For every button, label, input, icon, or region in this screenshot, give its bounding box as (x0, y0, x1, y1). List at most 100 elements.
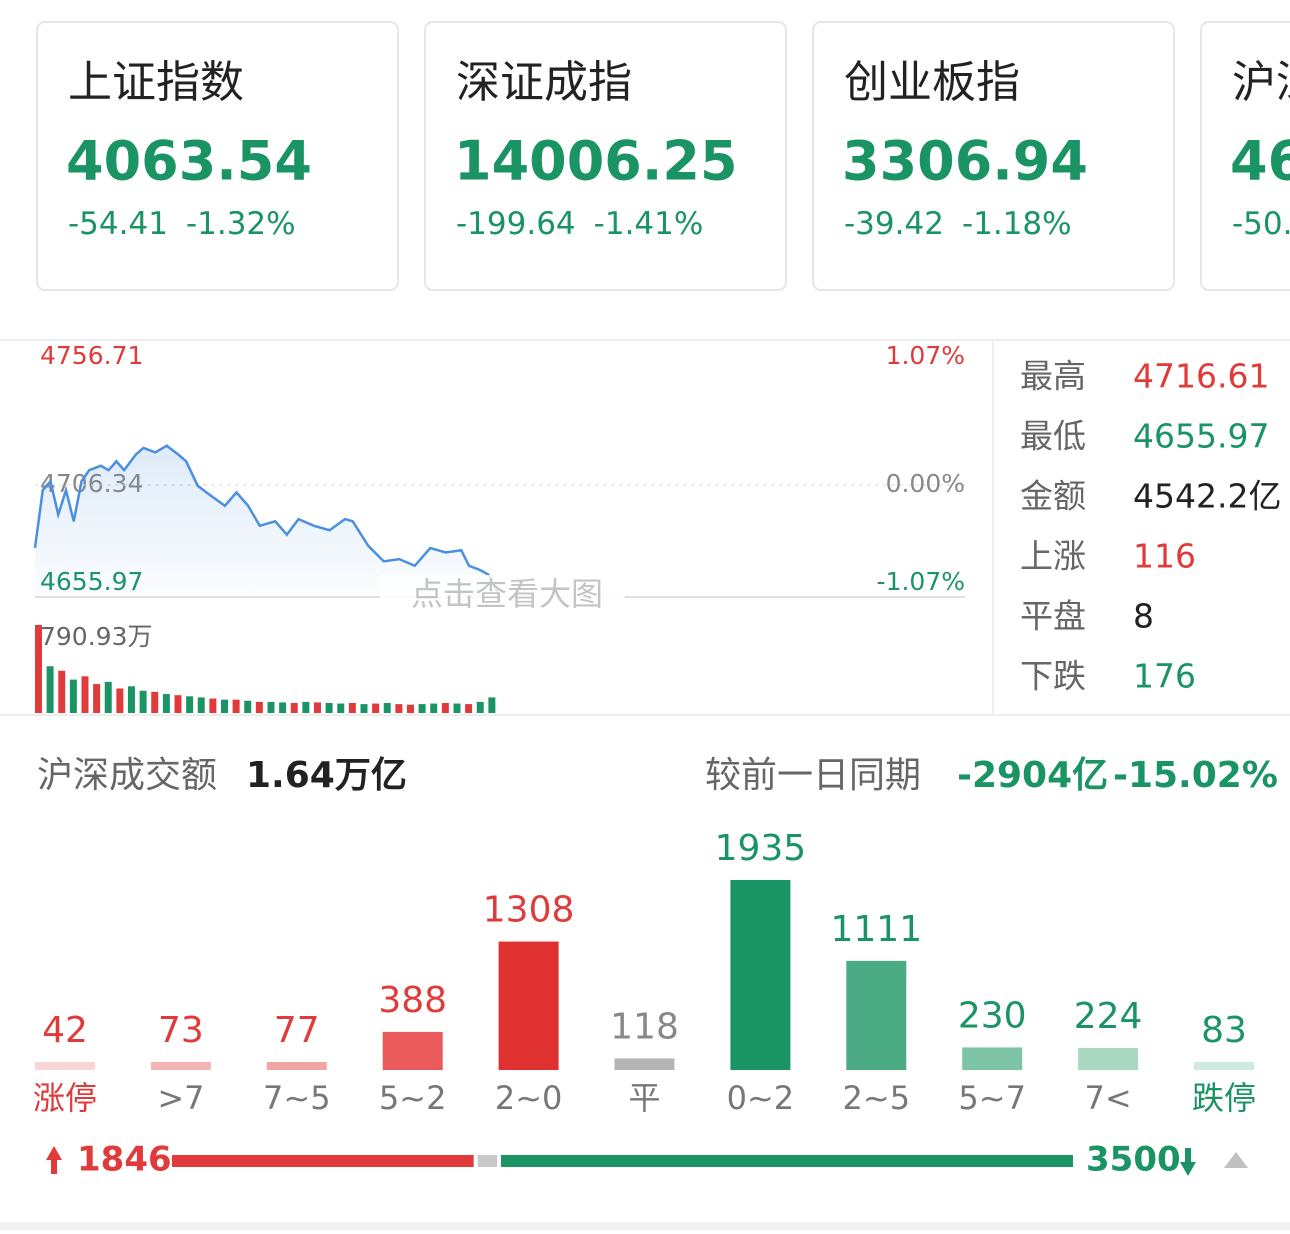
index-name: 创业板指 (844, 57, 1020, 108)
volume-bar (360, 704, 368, 713)
volume-bar (383, 702, 391, 713)
bar (730, 880, 791, 1070)
volume-bar (395, 704, 403, 713)
value-label: 1308 (483, 890, 575, 931)
volume-bar (255, 701, 263, 713)
area (35, 445, 500, 597)
index-price: 46 (1230, 130, 1290, 193)
stat-label: 最高 (1020, 357, 1086, 396)
bar (962, 1047, 1023, 1070)
index-name: 沪深 (1232, 57, 1290, 108)
value-label: 224 (1074, 996, 1143, 1037)
value-label: 83 (1201, 1010, 1247, 1051)
compare-label: 较前一日同期 (705, 755, 921, 796)
index-card[interactable] (1200, 21, 1290, 291)
volume-bar (209, 698, 217, 713)
volume-bar (441, 702, 449, 713)
volume-bar (174, 695, 182, 713)
change-pct: -1.18% (962, 206, 1072, 242)
down-arrow (1180, 1148, 1196, 1176)
volume-bar (186, 696, 194, 713)
turnover-value: 1.64万亿 (246, 755, 407, 796)
change-value: -39.42 (844, 206, 944, 242)
index-change: -54.41 -1.32% (68, 206, 296, 242)
bar (614, 1058, 675, 1070)
value-label: 1111 (830, 909, 922, 950)
volume-bar (348, 702, 356, 713)
volume-bar (151, 691, 159, 713)
change-pct: -1.32% (186, 206, 296, 242)
bar (150, 1062, 211, 1070)
index-card[interactable] (424, 21, 787, 291)
view-large-hint[interactable]: 点击查看大图 (411, 575, 603, 613)
volume-bar (488, 697, 496, 713)
index-card[interactable] (36, 21, 399, 291)
volume-bar (104, 681, 112, 713)
volume-bar (418, 704, 426, 713)
volume-bar (69, 679, 77, 713)
index-card[interactable] (812, 21, 1175, 291)
category-label: 5~7 (958, 1079, 1026, 1117)
category-label: 7~5 (263, 1079, 331, 1117)
category-label: 2~0 (495, 1079, 563, 1117)
volume-bar (302, 701, 310, 713)
value-label: 118 (610, 1006, 679, 1047)
stat-value: 4655.97 (1133, 417, 1269, 456)
category-label: 5~2 (379, 1079, 447, 1117)
change-value: -54.41 (68, 206, 168, 242)
up-arrow (46, 1146, 62, 1174)
volume-bar (46, 666, 54, 713)
stat-value: 176 (1133, 657, 1196, 696)
volume-bar (372, 703, 380, 713)
footer-strip (0, 1222, 1290, 1230)
bar (1078, 1048, 1139, 1070)
down-bar (500, 1155, 1073, 1167)
index-change: -199.64 -1.41% (456, 206, 703, 242)
volume-bar (325, 702, 333, 713)
category-label: 7< (1085, 1079, 1132, 1117)
y2-tick-label: 1.07% (886, 341, 965, 370)
category-label: 跌停 (1192, 1079, 1256, 1117)
index-name: 上证指数 (68, 57, 244, 108)
value-label: 1935 (715, 828, 807, 869)
volume-bar (290, 702, 298, 713)
down-count: 3500 (1086, 1140, 1181, 1180)
volume-bar (430, 703, 438, 713)
index-name: 深证成指 (456, 57, 632, 108)
volume-bar (162, 694, 170, 713)
volume-bar (453, 703, 461, 713)
change-value: -50. (1232, 206, 1290, 242)
value-label: 230 (958, 995, 1027, 1036)
value-label: 388 (378, 980, 447, 1021)
volume-bar (407, 704, 414, 713)
volume-bar (116, 688, 124, 713)
category-label: 2~5 (843, 1079, 911, 1117)
stat-value: 116 (1133, 537, 1196, 576)
volume-bar (465, 704, 473, 713)
volume-max-label: 790.93万 (40, 622, 152, 651)
volume-bar (279, 702, 287, 713)
index-price: 3306.94 (842, 130, 1088, 193)
stat-label: 平盘 (1020, 597, 1086, 636)
volume-bar (35, 625, 42, 713)
y-tick-label: 4756.71 (40, 341, 143, 370)
hint-bg (380, 575, 625, 617)
volume-bar (232, 699, 240, 713)
turnover-label: 沪深成交额 (37, 755, 217, 796)
volume-bar (221, 699, 228, 713)
bar (266, 1062, 327, 1070)
flat-bar (477, 1155, 497, 1167)
collapse-toggle[interactable] (1224, 1152, 1248, 1168)
volume-bar (337, 703, 345, 713)
value-label: 73 (158, 1010, 204, 1051)
volume-bar (139, 690, 147, 713)
stat-value: 8 (1133, 597, 1154, 636)
volume-bar (93, 684, 101, 713)
y2-tick-label: 0.00% (886, 469, 965, 498)
volume-bar (267, 701, 275, 713)
change-pct: -1.41% (594, 206, 704, 242)
volume-bar (314, 702, 321, 713)
stat-label: 最低 (1020, 417, 1086, 456)
stat-label: 金额 (1020, 477, 1086, 516)
